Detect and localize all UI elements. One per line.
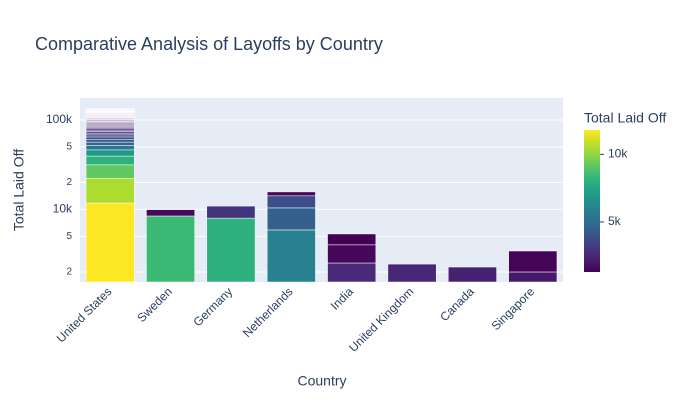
bar-segment (85, 178, 135, 204)
y-tick-label: 2 (66, 177, 72, 188)
bar-segment (448, 266, 497, 283)
x-tick-label: Sweden (134, 284, 175, 325)
chart-title: Comparative Analysis of Layoffs by Count… (35, 34, 383, 54)
bar-segment (508, 271, 558, 283)
bar-segment (85, 149, 135, 157)
bar-segment (146, 215, 195, 283)
colorbar-title: Total Laid Off (584, 110, 666, 126)
bar-segment (85, 141, 135, 146)
bar-segment (85, 134, 135, 138)
bar-segment (266, 229, 316, 283)
x-tick-label: United Kingdom (346, 284, 416, 354)
y-tick-label: 5 (66, 142, 72, 153)
bar-segment (206, 217, 256, 283)
y-tick-label: 5 (66, 231, 72, 242)
bar-segment (146, 209, 195, 217)
x-tick-label: Singapore (489, 284, 538, 333)
bar-segment (85, 164, 135, 179)
y-tick-label: 2 (66, 267, 72, 278)
colorbar-tick-label: 10k (608, 147, 628, 161)
bar-segment (266, 191, 316, 197)
x-tick-label: India (328, 284, 357, 313)
bar-segment (85, 132, 135, 136)
bar-segment (387, 263, 437, 283)
x-tick-label: Netherlands (240, 284, 296, 340)
bar-segment (327, 244, 377, 264)
bar-segment (508, 250, 558, 273)
bar-segment (327, 262, 377, 283)
y-axis-title: Total Laid Off (11, 149, 27, 231)
bar-segment (85, 145, 135, 151)
x-tick-label: Germany (190, 284, 235, 329)
bar-segment (206, 205, 256, 219)
bar-segment (85, 139, 135, 143)
x-axis-title: Country (297, 373, 346, 389)
bar-segment (266, 195, 316, 209)
x-tick-label: United States (54, 284, 115, 345)
bar-segment (327, 233, 377, 246)
bar-segment (266, 207, 316, 231)
colorbar (584, 130, 600, 272)
y-tick-label: 10k (53, 202, 73, 216)
bar-segment (85, 202, 135, 283)
y-tick-label: 100k (46, 112, 73, 126)
bar-segment (85, 136, 135, 140)
x-tick-label: Canada (437, 284, 477, 324)
bar-segment (85, 155, 135, 166)
colorbar-tick-label: 5k (608, 214, 622, 228)
